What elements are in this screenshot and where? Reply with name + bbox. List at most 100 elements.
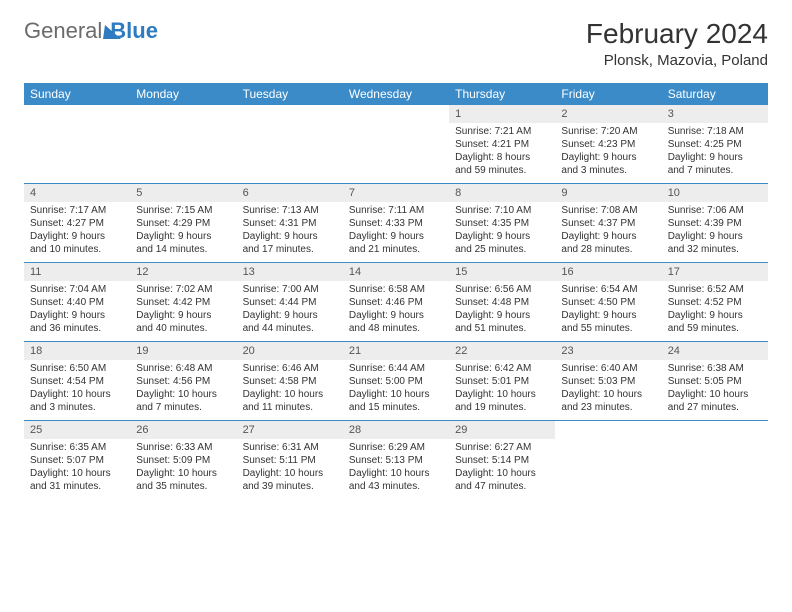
day-details: Sunrise: 6:35 AMSunset: 5:07 PMDaylight:… <box>24 439 130 497</box>
daylight-line-1: Daylight: 10 hours <box>243 467 337 480</box>
day-cell-empty <box>343 105 449 183</box>
day-number: 13 <box>237 263 343 281</box>
day-number: 9 <box>555 184 661 202</box>
day-cell: 28Sunrise: 6:29 AMSunset: 5:13 PMDayligh… <box>343 421 449 499</box>
sunset-line: Sunset: 4:52 PM <box>668 296 762 309</box>
day-details: Sunrise: 6:46 AMSunset: 4:58 PMDaylight:… <box>237 360 343 418</box>
day-details: Sunrise: 6:48 AMSunset: 4:56 PMDaylight:… <box>130 360 236 418</box>
sunset-line: Sunset: 4:23 PM <box>561 138 655 151</box>
day-cell: 25Sunrise: 6:35 AMSunset: 5:07 PMDayligh… <box>24 421 130 499</box>
daylight-line-1: Daylight: 8 hours <box>455 151 549 164</box>
day-cell-empty <box>24 105 130 183</box>
weeks-container: 1Sunrise: 7:21 AMSunset: 4:21 PMDaylight… <box>24 105 768 499</box>
weekday-header: Friday <box>555 83 661 105</box>
daylight-line-1: Daylight: 10 hours <box>561 388 655 401</box>
daylight-line-1: Daylight: 9 hours <box>349 309 443 322</box>
day-cell-empty <box>130 105 236 183</box>
sunrise-line: Sunrise: 6:44 AM <box>349 362 443 375</box>
daylight-line-1: Daylight: 10 hours <box>455 388 549 401</box>
sunset-line: Sunset: 4:44 PM <box>243 296 337 309</box>
sunset-line: Sunset: 4:33 PM <box>349 217 443 230</box>
daylight-line-1: Daylight: 9 hours <box>136 309 230 322</box>
sunset-line: Sunset: 4:40 PM <box>30 296 124 309</box>
sunrise-line: Sunrise: 7:15 AM <box>136 204 230 217</box>
day-details: Sunrise: 7:11 AMSunset: 4:33 PMDaylight:… <box>343 202 449 260</box>
day-cell: 4Sunrise: 7:17 AMSunset: 4:27 PMDaylight… <box>24 184 130 262</box>
day-cell: 10Sunrise: 7:06 AMSunset: 4:39 PMDayligh… <box>662 184 768 262</box>
sunset-line: Sunset: 4:29 PM <box>136 217 230 230</box>
sunrise-line: Sunrise: 6:46 AM <box>243 362 337 375</box>
day-details: Sunrise: 6:33 AMSunset: 5:09 PMDaylight:… <box>130 439 236 497</box>
weekday-header: Tuesday <box>237 83 343 105</box>
day-details: Sunrise: 6:38 AMSunset: 5:05 PMDaylight:… <box>662 360 768 418</box>
day-cell: 23Sunrise: 6:40 AMSunset: 5:03 PMDayligh… <box>555 342 661 420</box>
daylight-line-1: Daylight: 10 hours <box>30 467 124 480</box>
day-number: 15 <box>449 263 555 281</box>
sunset-line: Sunset: 5:01 PM <box>455 375 549 388</box>
daylight-line-2: and 51 minutes. <box>455 322 549 335</box>
daylight-line-1: Daylight: 9 hours <box>561 309 655 322</box>
sunrise-line: Sunrise: 6:52 AM <box>668 283 762 296</box>
daylight-line-2: and 48 minutes. <box>349 322 443 335</box>
daylight-line-2: and 10 minutes. <box>30 243 124 256</box>
day-cell: 16Sunrise: 6:54 AMSunset: 4:50 PMDayligh… <box>555 263 661 341</box>
day-details: Sunrise: 6:40 AMSunset: 5:03 PMDaylight:… <box>555 360 661 418</box>
daylight-line-1: Daylight: 9 hours <box>136 230 230 243</box>
day-details: Sunrise: 7:20 AMSunset: 4:23 PMDaylight:… <box>555 123 661 181</box>
sunrise-line: Sunrise: 6:58 AM <box>349 283 443 296</box>
day-number: 7 <box>343 184 449 202</box>
daylight-line-2: and 59 minutes. <box>455 164 549 177</box>
sunrise-line: Sunrise: 6:42 AM <box>455 362 549 375</box>
day-cell: 5Sunrise: 7:15 AMSunset: 4:29 PMDaylight… <box>130 184 236 262</box>
day-details: Sunrise: 6:42 AMSunset: 5:01 PMDaylight:… <box>449 360 555 418</box>
day-details: Sunrise: 6:27 AMSunset: 5:14 PMDaylight:… <box>449 439 555 497</box>
sunset-line: Sunset: 4:54 PM <box>30 375 124 388</box>
daylight-line-2: and 7 minutes. <box>668 164 762 177</box>
day-cell-empty <box>555 421 661 499</box>
location-label: Plonsk, Mazovia, Poland <box>586 52 768 69</box>
logo-text-1: General <box>24 18 102 44</box>
daylight-line-2: and 15 minutes. <box>349 401 443 414</box>
sunset-line: Sunset: 4:42 PM <box>136 296 230 309</box>
day-number: 29 <box>449 421 555 439</box>
sunset-line: Sunset: 5:11 PM <box>243 454 337 467</box>
day-number: 23 <box>555 342 661 360</box>
sunset-line: Sunset: 5:00 PM <box>349 375 443 388</box>
day-cell: 3Sunrise: 7:18 AMSunset: 4:25 PMDaylight… <box>662 105 768 183</box>
daylight-line-1: Daylight: 9 hours <box>455 309 549 322</box>
weekday-header-row: SundayMondayTuesdayWednesdayThursdayFrid… <box>24 83 768 105</box>
day-number: 8 <box>449 184 555 202</box>
weekday-header: Sunday <box>24 83 130 105</box>
weekday-header: Thursday <box>449 83 555 105</box>
day-cell: 22Sunrise: 6:42 AMSunset: 5:01 PMDayligh… <box>449 342 555 420</box>
title-block: February 2024 Plonsk, Mazovia, Poland <box>586 18 768 69</box>
day-cell: 20Sunrise: 6:46 AMSunset: 4:58 PMDayligh… <box>237 342 343 420</box>
day-cell: 7Sunrise: 7:11 AMSunset: 4:33 PMDaylight… <box>343 184 449 262</box>
sunset-line: Sunset: 5:09 PM <box>136 454 230 467</box>
sunset-line: Sunset: 5:14 PM <box>455 454 549 467</box>
sunset-line: Sunset: 4:25 PM <box>668 138 762 151</box>
daylight-line-2: and 55 minutes. <box>561 322 655 335</box>
sunrise-line: Sunrise: 6:35 AM <box>30 441 124 454</box>
daylight-line-2: and 21 minutes. <box>349 243 443 256</box>
day-details: Sunrise: 7:00 AMSunset: 4:44 PMDaylight:… <box>237 281 343 339</box>
day-number: 26 <box>130 421 236 439</box>
sunset-line: Sunset: 4:37 PM <box>561 217 655 230</box>
sunrise-line: Sunrise: 7:00 AM <box>243 283 337 296</box>
day-cell: 15Sunrise: 6:56 AMSunset: 4:48 PMDayligh… <box>449 263 555 341</box>
logo-mark-icon <box>103 25 123 39</box>
week-row: 4Sunrise: 7:17 AMSunset: 4:27 PMDaylight… <box>24 183 768 262</box>
daylight-line-1: Daylight: 9 hours <box>668 151 762 164</box>
daylight-line-1: Daylight: 10 hours <box>136 388 230 401</box>
sunrise-line: Sunrise: 6:29 AM <box>349 441 443 454</box>
sunrise-line: Sunrise: 7:10 AM <box>455 204 549 217</box>
day-cell: 17Sunrise: 6:52 AMSunset: 4:52 PMDayligh… <box>662 263 768 341</box>
sunrise-line: Sunrise: 6:50 AM <box>30 362 124 375</box>
day-details: Sunrise: 7:15 AMSunset: 4:29 PMDaylight:… <box>130 202 236 260</box>
week-row: 18Sunrise: 6:50 AMSunset: 4:54 PMDayligh… <box>24 341 768 420</box>
sunset-line: Sunset: 4:46 PM <box>349 296 443 309</box>
sunset-line: Sunset: 4:35 PM <box>455 217 549 230</box>
sunset-line: Sunset: 5:05 PM <box>668 375 762 388</box>
sunrise-line: Sunrise: 7:06 AM <box>668 204 762 217</box>
daylight-line-1: Daylight: 9 hours <box>30 230 124 243</box>
